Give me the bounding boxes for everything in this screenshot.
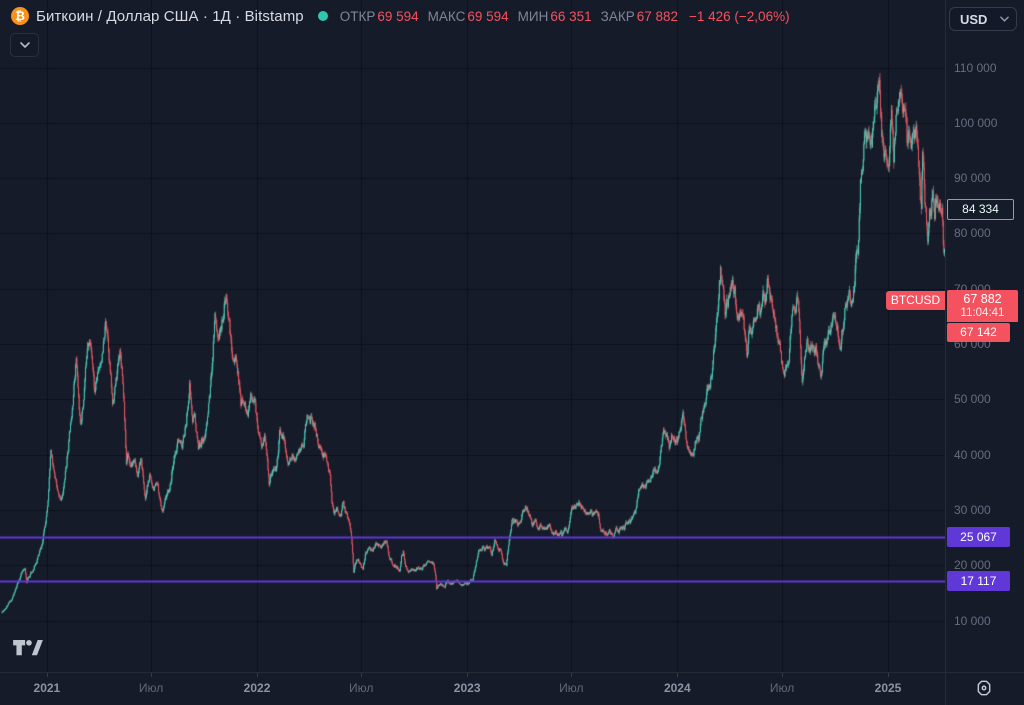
price-tick-label: 10 000 <box>954 613 991 628</box>
time-tick-mark <box>888 673 889 677</box>
price-change: −1 426 (−2,06%) <box>689 8 790 24</box>
time-tick-mark <box>571 673 572 677</box>
time-tick-label: Июл <box>138 681 164 695</box>
bar-countdown: 11:04:41 <box>960 307 1005 320</box>
symbol-title[interactable]: Биткоин / Доллар США · 1Д · Bitstamp <box>36 7 304 25</box>
last-price-label: 67 882 11:04:41 <box>947 290 1018 323</box>
level-price-label-1[interactable]: 25 067 <box>947 527 1010 548</box>
price-tick-label: 80 000 <box>954 226 991 241</box>
last-price-value: 67 882 <box>963 292 1002 307</box>
price-tick-label: 50 000 <box>954 392 991 407</box>
time-tick-label: Июл <box>349 681 374 695</box>
time-tick-mark <box>257 673 258 677</box>
time-tick-mark <box>47 673 48 677</box>
open-value: 69 594 <box>377 8 419 24</box>
secondary-price-label: 67 142 <box>947 323 1010 343</box>
currency-label: USD <box>960 11 988 27</box>
price-tick-label: 20 000 <box>954 558 991 573</box>
time-tick-label: 2022 <box>243 681 271 695</box>
price-tick-label: 40 000 <box>954 447 991 462</box>
counter-price-label: 84 334 <box>947 198 1014 220</box>
high-value: 69 594 <box>467 8 509 24</box>
price-tick-label: 30 000 <box>954 502 991 517</box>
time-axis-border <box>0 672 1024 673</box>
time-tick-mark <box>782 673 783 677</box>
time-tick-mark <box>151 673 152 677</box>
time-tick-label: 2024 <box>663 681 691 695</box>
time-tick-label: 2025 <box>874 681 902 695</box>
level-price-label-2[interactable]: 17 117 <box>947 571 1010 592</box>
price-tick-label: 90 000 <box>954 171 991 186</box>
time-tick-mark <box>467 673 468 677</box>
legend-collapse-button[interactable] <box>10 33 39 57</box>
high-label: МАКС <box>427 8 466 24</box>
time-tick-mark <box>677 673 678 677</box>
price-tick-label: 100 000 <box>954 115 998 130</box>
chevron-down-icon <box>19 42 30 48</box>
market-status-dot-icon[interactable] <box>317 11 328 21</box>
price-axis-border <box>945 0 946 705</box>
low-value: 66 351 <box>550 8 592 24</box>
chevron-down-icon <box>1000 16 1009 22</box>
time-tick-label: Июл <box>769 681 795 695</box>
time-tick-label: 2023 <box>453 681 481 695</box>
bitcoin-icon: ₿ <box>11 7 29 25</box>
time-tick-mark <box>361 673 362 677</box>
time-tick-label: Июл <box>559 681 584 695</box>
ohlc-values: ОТКР 69 594 МАКС 69 594 МИН 66 351 ЗАКР … <box>340 9 687 24</box>
gear-icon <box>977 680 991 696</box>
close-value: 67 882 <box>636 8 678 24</box>
currency-dropdown[interactable]: USD <box>949 7 1017 31</box>
time-tick-label: 2021 <box>33 681 61 695</box>
time-axis-settings-button[interactable] <box>974 678 994 703</box>
tradingview-logo-icon <box>13 640 43 656</box>
tradingview-logo[interactable] <box>13 640 43 664</box>
price-axis[interactable]: 110 000 100 000 90 000 80 000 70 000 60 000 50… <box>946 0 1024 672</box>
symbol-price-tag: BTCUSD <box>886 291 945 311</box>
price-tick-label: 110 000 <box>954 60 997 75</box>
symbol-legend: ₿ Биткоин / Доллар США · 1Д · Bitstamp О… <box>11 7 790 25</box>
open-label: ОТКР <box>339 8 376 24</box>
low-label: МИН <box>517 8 549 24</box>
close-label: ЗАКР <box>600 8 635 24</box>
time-axis[interactable]: 2021 Июл 2022 Июл 2023 Июл 2024 Июл 2025 <box>0 673 1024 705</box>
price-chart-canvas[interactable] <box>0 0 945 672</box>
